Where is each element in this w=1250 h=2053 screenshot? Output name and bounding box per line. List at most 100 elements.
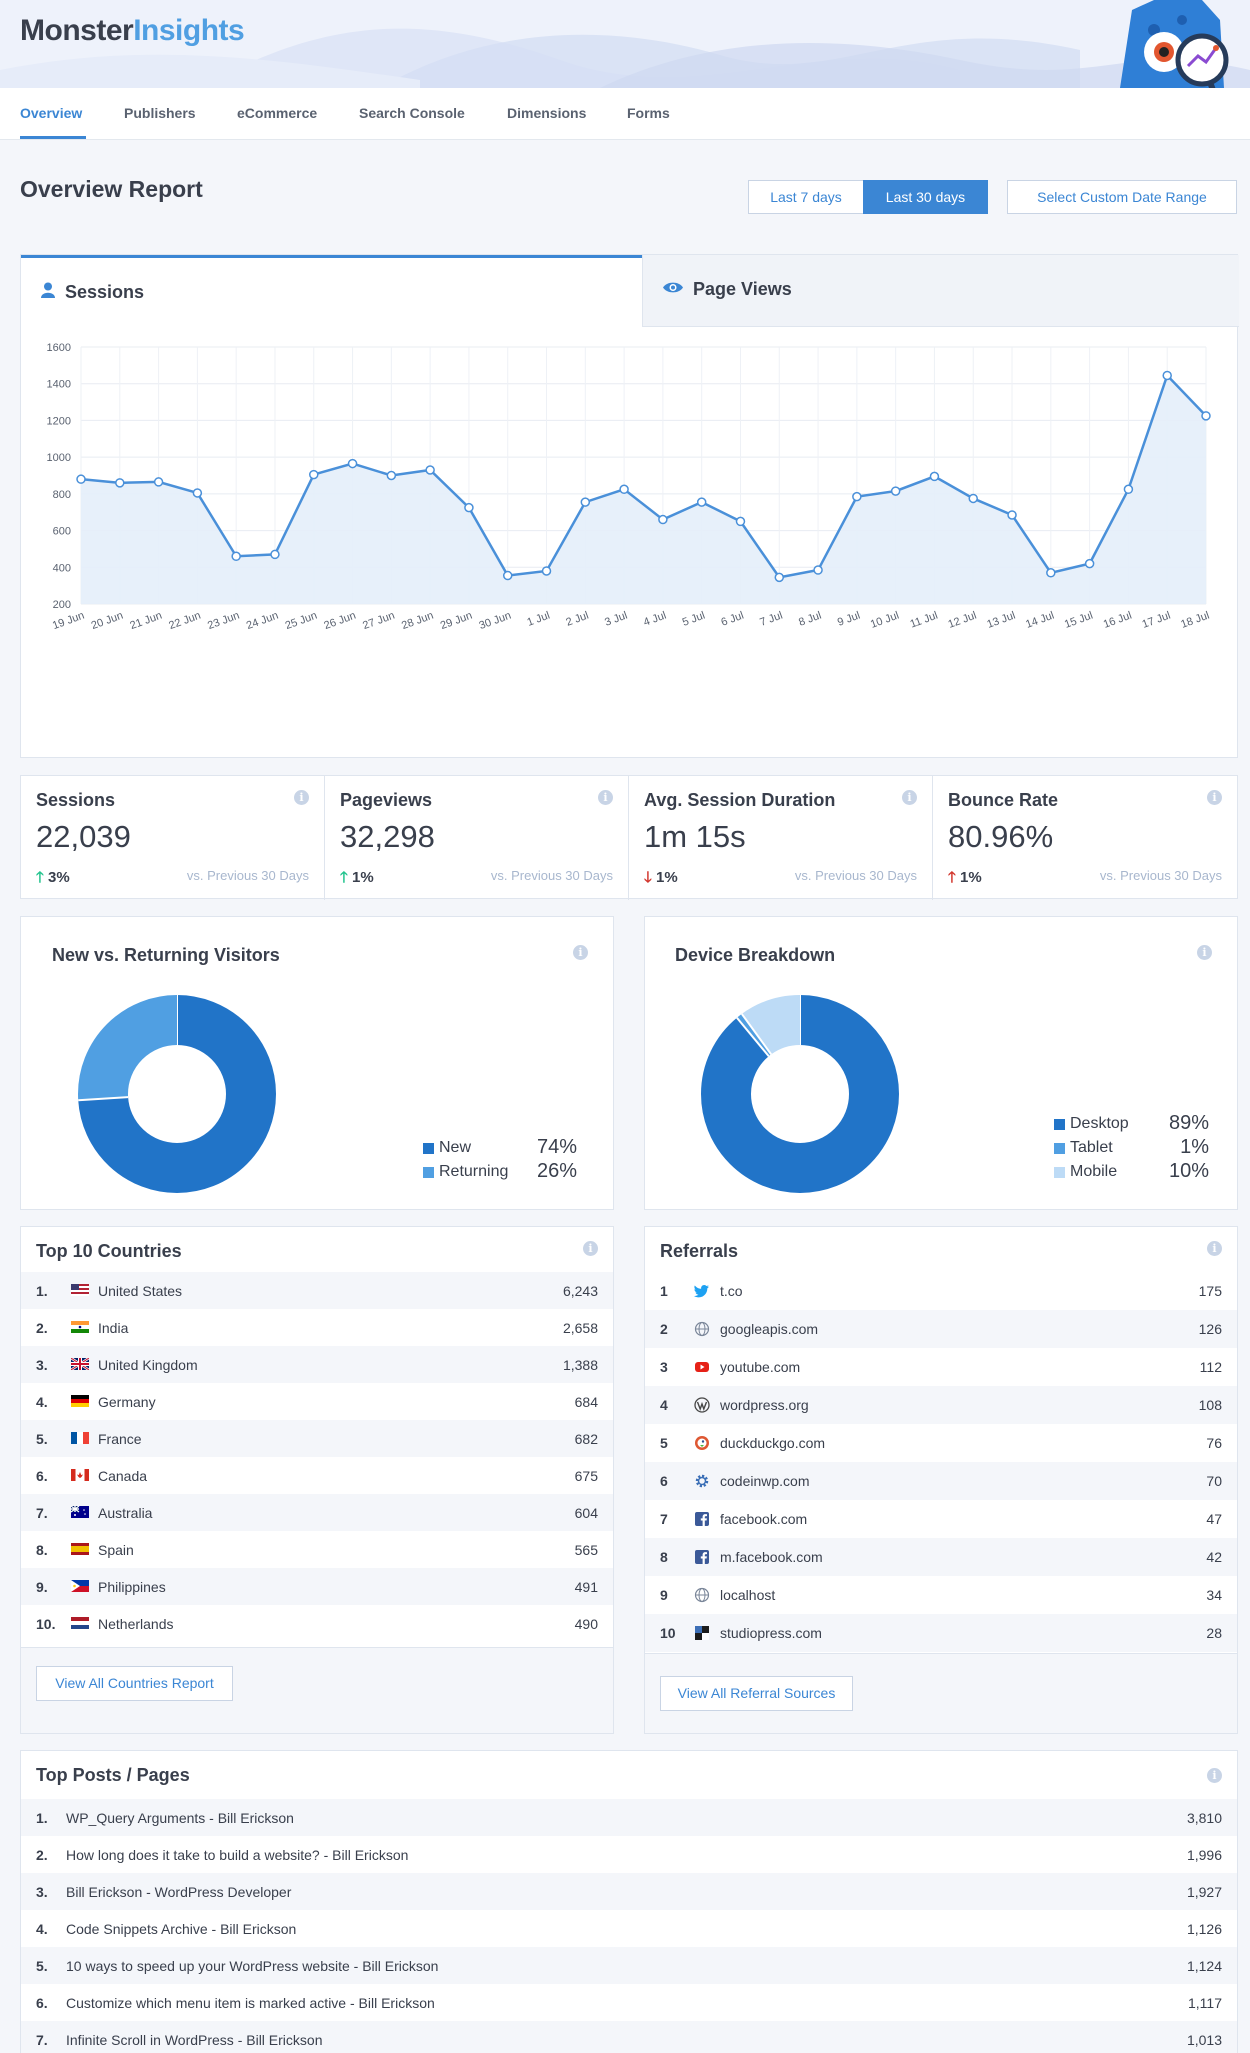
row-rank: 4. xyxy=(36,1394,48,1410)
table-row: 4 wordpress.org 108 xyxy=(645,1386,1237,1424)
data-point[interactable] xyxy=(929,471,940,482)
x-tick-label: 10 Jul xyxy=(869,610,901,631)
x-tick-label: 11 Jul xyxy=(909,610,940,631)
data-point[interactable] xyxy=(76,474,86,484)
nav-tab-forms[interactable]: Forms xyxy=(627,105,670,121)
row-name[interactable]: WP_Query Arguments - Bill Erickson xyxy=(66,1810,294,1826)
data-point[interactable] xyxy=(774,572,785,583)
data-point[interactable] xyxy=(735,516,746,527)
donut-slice-mobile[interactable] xyxy=(701,995,899,1193)
row-value: 6,243 xyxy=(562,1283,598,1299)
row-name[interactable]: How long does it take to build a website… xyxy=(66,1847,409,1863)
data-point[interactable] xyxy=(502,570,513,581)
data-point[interactable] xyxy=(852,491,862,502)
data-point[interactable] xyxy=(192,488,203,498)
x-tick-label: 23 Jun xyxy=(206,610,241,633)
info-icon[interactable]: i xyxy=(583,1241,598,1256)
row-rank: 1. xyxy=(36,1810,48,1826)
row-name[interactable]: Infinite Scroll in WordPress - Bill Eric… xyxy=(66,2032,323,2048)
donut-slice-returning[interactable] xyxy=(78,995,276,1193)
stat-compare: vs. Previous 30 Days xyxy=(794,868,917,883)
monsterinsights-logo[interactable]: MonsterInsights xyxy=(20,14,245,48)
y-tick-label: 800 xyxy=(53,489,71,501)
data-point[interactable] xyxy=(580,497,591,507)
data-point[interactable] xyxy=(619,484,629,495)
last-30-days-button[interactable]: Last 30 days xyxy=(863,180,988,214)
row-rank: 9. xyxy=(36,1579,48,1595)
row-rank: 10 xyxy=(660,1625,676,1641)
row-value: 1,124 xyxy=(1186,1958,1222,1974)
referrals-panel: Referrals i 1 t.co 175 2 googleapis.com … xyxy=(644,1226,1238,1734)
data-point[interactable] xyxy=(386,470,397,481)
data-point[interactable] xyxy=(464,502,474,513)
data-point[interactable] xyxy=(1046,568,1056,578)
row-value: 1,927 xyxy=(1186,1884,1222,1900)
row-rank: 8. xyxy=(36,1542,48,1558)
facebook-icon xyxy=(695,1512,709,1526)
view-all-countries-button[interactable]: View All Countries Report xyxy=(36,1666,233,1701)
x-tick-label: 30 Jun xyxy=(478,610,513,633)
row-rank: 5. xyxy=(36,1958,48,1974)
main-nav: Overview Publishers eCommerce Search Con… xyxy=(0,88,1250,140)
row-value: 28 xyxy=(1206,1625,1222,1641)
data-point[interactable] xyxy=(1123,484,1134,495)
info-icon[interactable]: i xyxy=(573,945,588,960)
data-point[interactable] xyxy=(115,478,125,488)
nav-tab-dimensions[interactable]: Dimensions xyxy=(507,105,587,121)
stat-label: Pageviews xyxy=(340,790,433,810)
flag-nl-icon xyxy=(71,1617,89,1629)
nav-tab-overview[interactable]: Overview xyxy=(20,105,83,121)
row-name[interactable]: Code Snippets Archive - Bill Erickson xyxy=(66,1921,297,1937)
data-point[interactable] xyxy=(658,514,668,525)
data-point[interactable] xyxy=(1084,558,1095,569)
nav-tab-publishers[interactable]: Publishers xyxy=(124,105,196,121)
x-tick-label: 9 Jul xyxy=(836,610,862,629)
tab-sessions[interactable]: Sessions xyxy=(21,255,642,327)
data-point[interactable] xyxy=(347,458,358,469)
view-all-referrals-button[interactable]: View All Referral Sources xyxy=(660,1676,853,1711)
row-value: 112 xyxy=(1199,1359,1222,1375)
data-point[interactable] xyxy=(1201,411,1211,421)
row-name[interactable]: Bill Erickson - WordPress Developer xyxy=(66,1884,292,1900)
data-point[interactable] xyxy=(309,469,319,480)
data-point[interactable] xyxy=(1007,510,1017,520)
legend-label: Mobile xyxy=(1070,1163,1118,1180)
data-point[interactable] xyxy=(890,486,901,496)
tab-page-views[interactable]: Page Views xyxy=(642,255,1239,327)
row-value: 1,388 xyxy=(562,1357,598,1373)
row-rank: 1 xyxy=(660,1283,668,1299)
data-point[interactable] xyxy=(813,565,823,575)
info-icon[interactable]: i xyxy=(1207,790,1222,805)
page-title: Overview Report xyxy=(20,176,203,202)
custom-date-range-button[interactable]: Select Custom Date Range xyxy=(1007,180,1237,214)
data-point[interactable] xyxy=(1162,370,1172,381)
info-icon[interactable]: i xyxy=(294,790,309,805)
y-tick-label: 1000 xyxy=(47,452,71,464)
data-point[interactable] xyxy=(425,465,435,475)
info-icon[interactable]: i xyxy=(1207,1241,1222,1256)
info-icon[interactable]: i xyxy=(1197,945,1212,960)
nav-tab-ecommerce[interactable]: eCommerce xyxy=(237,105,318,121)
nav-tab-search-console[interactable]: Search Console xyxy=(359,105,465,121)
legend-label: Desktop xyxy=(1070,1115,1129,1132)
table-row: 8. Spain 565 xyxy=(21,1531,613,1568)
data-point[interactable] xyxy=(270,549,280,560)
data-point[interactable] xyxy=(541,566,552,576)
info-icon[interactable]: i xyxy=(1207,1768,1222,1783)
row-name: codeinwp.com xyxy=(720,1473,810,1489)
row-value: 490 xyxy=(574,1616,598,1632)
last-7-days-button[interactable]: Last 7 days xyxy=(748,180,864,214)
data-point[interactable] xyxy=(153,477,164,487)
logo-part-1: Monster xyxy=(20,14,134,47)
data-point[interactable] xyxy=(696,497,707,507)
data-point[interactable] xyxy=(231,551,241,562)
row-rank: 7. xyxy=(36,1505,48,1521)
data-point[interactable] xyxy=(968,493,978,504)
row-value: 126 xyxy=(1198,1321,1222,1337)
info-icon[interactable]: i xyxy=(902,790,917,805)
row-name[interactable]: 10 ways to speed up your WordPress websi… xyxy=(66,1958,439,1974)
top-posts-panel: Top Posts / Pages i 1. WP_Query Argument… xyxy=(20,1750,1238,2053)
row-name[interactable]: Customize which menu item is marked acti… xyxy=(66,1995,435,2011)
referrals-footer: View All Referral Sources xyxy=(645,1653,1237,1733)
info-icon[interactable]: i xyxy=(598,790,613,805)
